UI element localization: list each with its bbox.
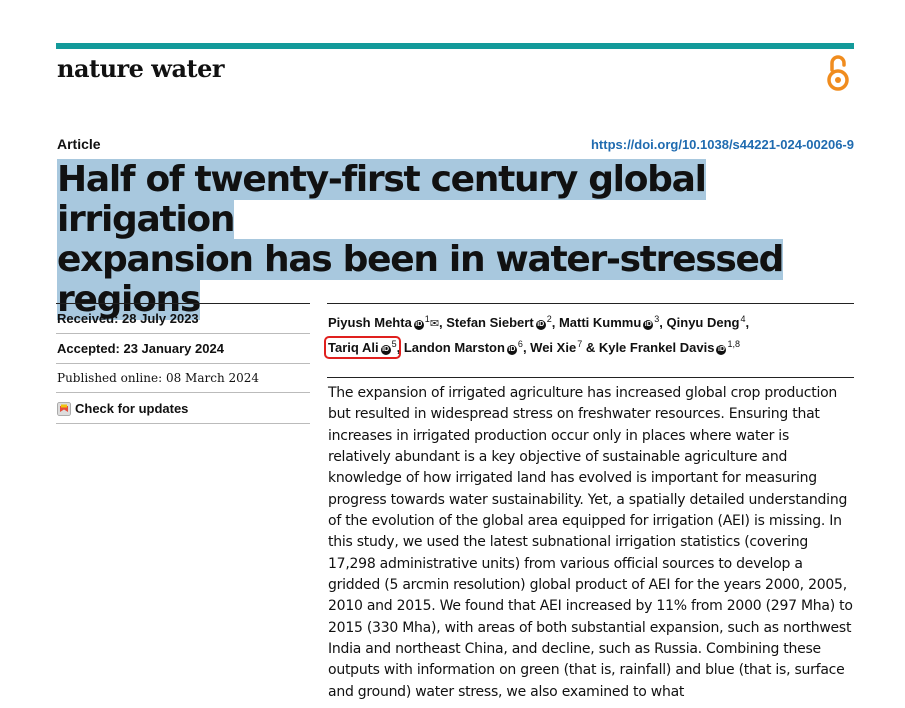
author-name[interactable]: Wei Xie <box>530 340 577 355</box>
affiliation-number[interactable]: 5 <box>391 339 397 349</box>
affiliation-number[interactable]: 1,8 <box>727 339 740 349</box>
author-name[interactable]: Matti Kummu <box>558 315 642 330</box>
author-stefan-siebert[interactable]: Stefan Siebert iD2 <box>446 314 552 330</box>
orcid-icon[interactable]: iD <box>716 345 727 355</box>
author-list: Piyush Mehta iD1✉, Stefan Siebert iD2, Mat… <box>324 314 750 359</box>
article-type: Article <box>57 136 101 152</box>
author-qinyu-deng[interactable]: Qinyu Deng4 <box>666 314 746 330</box>
affiliation-number[interactable]: 1 <box>424 314 430 324</box>
author-name[interactable]: Landon Marston <box>403 340 505 355</box>
author-tariq-ali[interactable]: Tariq Ali iD5 <box>324 336 401 359</box>
received-date: Received: 28 July 2023 <box>57 311 199 326</box>
affiliation-number[interactable]: 6 <box>517 339 523 349</box>
author-name[interactable]: Kyle Frankel Davis <box>598 340 715 355</box>
meta-divider <box>56 423 310 424</box>
meta-divider <box>56 363 310 364</box>
orcid-icon[interactable]: iD <box>506 345 517 355</box>
meta-top-rule <box>56 303 310 304</box>
author-name[interactable]: Qinyu Deng <box>666 315 740 330</box>
orcid-icon[interactable]: iD <box>413 320 424 330</box>
mail-icon[interactable]: ✉ <box>429 318 440 330</box>
affiliation-number[interactable]: 2 <box>546 314 552 324</box>
author-piyush-mehta[interactable]: Piyush Mehta iD1✉ <box>328 314 440 330</box>
crossmark-icon <box>57 401 71 416</box>
title-line-1: Half of twenty-first century global irri… <box>57 159 707 240</box>
orcid-icon[interactable]: iD <box>380 345 391 355</box>
check-for-updates-button[interactable]: Check for updates <box>57 401 188 416</box>
abstract-top-rule <box>327 377 854 378</box>
article-title: Half of twenty-first century global irri… <box>57 159 857 320</box>
author-landon-marston[interactable]: Landon Marston iD6 <box>403 339 523 355</box>
accent-bar <box>56 43 854 49</box>
affiliation-number[interactable]: 4 <box>740 314 746 324</box>
title-line-2: expansion has been in water-stressed reg… <box>57 239 784 320</box>
journal-name[interactable]: nature water <box>57 54 225 83</box>
author-name[interactable]: Tariq Ali <box>328 340 379 355</box>
author-kyle-frankel-davis[interactable]: Kyle Frankel Davis iD1,8 <box>598 339 740 355</box>
authors-top-rule <box>327 303 854 304</box>
meta-divider <box>56 392 310 393</box>
doi-link[interactable]: https://doi.org/10.1038/s44221-024-00206… <box>590 137 854 152</box>
published-date: Published online: 08 March 2024 <box>57 371 260 385</box>
author-name[interactable]: Stefan Siebert <box>446 315 534 330</box>
check-for-updates-label: Check for updates <box>75 401 189 416</box>
orcid-icon[interactable]: iD <box>535 320 546 330</box>
affiliation-number[interactable]: 3 <box>654 314 660 324</box>
affiliation-number[interactable]: 7 <box>577 339 583 349</box>
abstract-text: The expansion of irrigated agriculture h… <box>328 385 853 700</box>
author-wei-xie[interactable]: Wei Xie7 <box>530 339 583 355</box>
open-access-icon <box>827 55 849 91</box>
orcid-icon[interactable]: iD <box>643 320 654 330</box>
meta-divider <box>56 333 310 334</box>
accepted-date: Accepted: 23 January 2024 <box>57 341 224 356</box>
author-name[interactable]: Piyush Mehta <box>328 315 412 330</box>
author-matti-kummu[interactable]: Matti Kummu iD3 <box>558 314 660 330</box>
